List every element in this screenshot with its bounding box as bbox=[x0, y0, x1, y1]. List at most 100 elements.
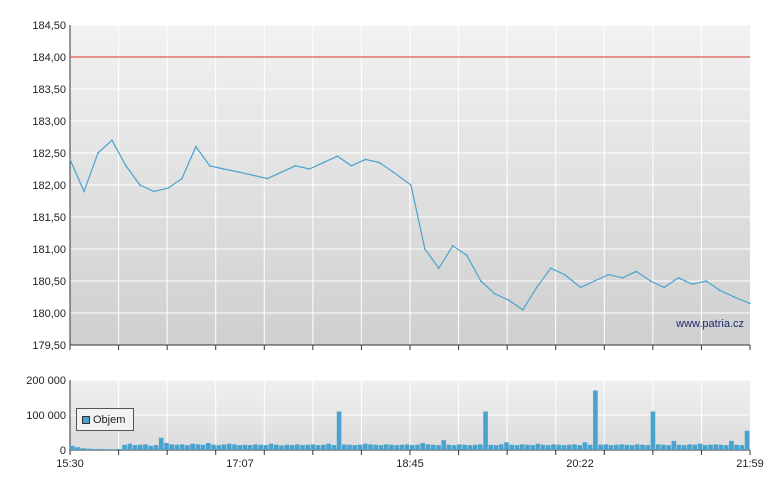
volume-bar bbox=[718, 444, 724, 450]
volume-tick-label: 200 000 bbox=[26, 375, 66, 387]
volume-bar bbox=[530, 445, 535, 450]
time-tick-label: 18:45 bbox=[396, 458, 424, 470]
volume-bar bbox=[666, 445, 671, 450]
volume-bar bbox=[106, 449, 112, 450]
volume-bar bbox=[504, 442, 509, 450]
volume-bar bbox=[697, 443, 703, 450]
volume-bar bbox=[593, 390, 598, 450]
volume-bar bbox=[519, 444, 525, 450]
price-point bbox=[563, 273, 566, 276]
volume-bar bbox=[462, 444, 467, 450]
price-tick-label: 183,00 bbox=[32, 116, 66, 128]
volume-bar bbox=[624, 444, 630, 450]
volume-bar bbox=[336, 411, 342, 450]
volume-bar bbox=[232, 444, 237, 450]
volume-bar bbox=[410, 445, 415, 450]
price-point bbox=[294, 165, 297, 167]
price-point bbox=[209, 165, 211, 167]
volume-bar bbox=[206, 443, 211, 450]
volume-bar bbox=[221, 444, 227, 450]
volume-bar bbox=[478, 444, 483, 450]
time-tick-label: 17:07 bbox=[226, 458, 254, 470]
volume-bar bbox=[321, 444, 326, 450]
volume-bar bbox=[671, 440, 677, 450]
volume-bar bbox=[729, 440, 734, 450]
volume-bar bbox=[373, 444, 379, 450]
volume-bar bbox=[117, 448, 122, 450]
volume-bar bbox=[582, 442, 588, 450]
volume-bar bbox=[80, 448, 86, 450]
price-point bbox=[593, 280, 596, 282]
price-point bbox=[719, 289, 722, 292]
volume-bar bbox=[211, 444, 216, 450]
volume-bar bbox=[525, 444, 530, 450]
volume-bar bbox=[425, 444, 431, 450]
volume-bar bbox=[577, 445, 583, 450]
volume-bar bbox=[143, 444, 148, 450]
volume-bar bbox=[347, 444, 352, 450]
volume-bar bbox=[587, 444, 593, 450]
price-point bbox=[153, 190, 155, 193]
price-point bbox=[521, 309, 524, 311]
volume-bar bbox=[744, 430, 750, 450]
price-point bbox=[749, 302, 751, 305]
volume-bar bbox=[498, 444, 504, 450]
volume-bar bbox=[551, 444, 556, 450]
price-point bbox=[410, 184, 412, 186]
volume-bar bbox=[687, 444, 692, 450]
volume-bar bbox=[661, 444, 666, 450]
volume-bar bbox=[357, 444, 363, 450]
price-point bbox=[535, 286, 538, 289]
price-point bbox=[649, 280, 652, 282]
price-point bbox=[238, 171, 241, 173]
volume-bar bbox=[195, 444, 201, 450]
price-point bbox=[466, 254, 468, 257]
volume-bar bbox=[566, 444, 572, 450]
volume-bar bbox=[305, 444, 311, 450]
volume-bar bbox=[216, 445, 222, 450]
volume-bar bbox=[436, 445, 441, 450]
price-point bbox=[549, 267, 552, 270]
volume-bar bbox=[190, 443, 195, 450]
price-tick-label: 183,50 bbox=[32, 84, 66, 96]
volume-bar bbox=[185, 445, 190, 450]
volume-bar bbox=[540, 444, 546, 450]
volume-bar bbox=[483, 411, 488, 450]
volume-bar bbox=[331, 445, 337, 450]
price-point bbox=[83, 190, 85, 193]
price-tick-label: 182,50 bbox=[32, 148, 66, 160]
price-point bbox=[579, 286, 582, 289]
price-panel: 184,50 184,00 183,50 183,00 182,50 182,00 181,… bbox=[32, 20, 751, 352]
volume-bar bbox=[650, 411, 656, 450]
volume-bar bbox=[315, 445, 321, 450]
price-point bbox=[139, 184, 141, 186]
price-point bbox=[69, 158, 71, 161]
volume-bar bbox=[258, 444, 263, 450]
volume-bar bbox=[682, 445, 687, 450]
volume-bar bbox=[702, 445, 708, 450]
volume-bar bbox=[242, 444, 248, 450]
price-tick-label: 179,50 bbox=[32, 340, 66, 352]
volume-bar bbox=[138, 444, 143, 450]
volume-bar bbox=[127, 443, 133, 450]
volume-bar bbox=[279, 445, 284, 450]
volume-bar bbox=[561, 445, 567, 450]
volume-bar bbox=[237, 445, 243, 450]
legend-label-objem: Objem bbox=[93, 413, 126, 426]
price-point bbox=[364, 158, 367, 161]
volume-bar bbox=[493, 445, 499, 450]
volume-bar bbox=[169, 444, 175, 450]
price-point bbox=[336, 155, 339, 157]
volume-bar bbox=[457, 444, 462, 450]
volume-bar bbox=[713, 444, 719, 450]
watermark-text: www.patria.cz bbox=[675, 318, 744, 330]
volume-bar bbox=[472, 444, 478, 450]
price-point bbox=[452, 245, 454, 247]
volume-bar bbox=[153, 445, 159, 450]
volume-bar bbox=[634, 444, 640, 450]
volume-bar bbox=[70, 445, 75, 450]
price-point bbox=[607, 273, 610, 276]
volume-bar bbox=[723, 445, 729, 450]
volume-bar bbox=[629, 445, 635, 450]
